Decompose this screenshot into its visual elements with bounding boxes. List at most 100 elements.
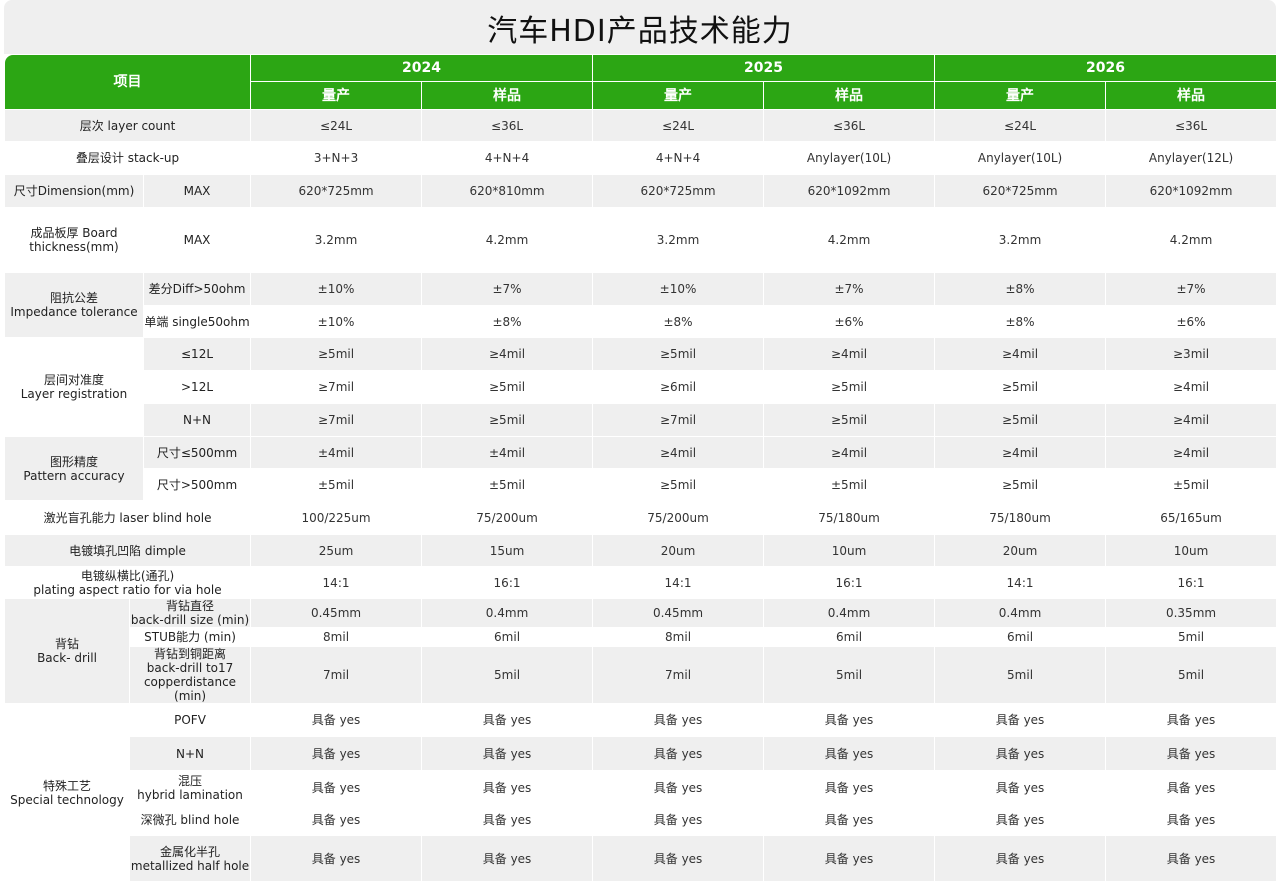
table-row: 阻抗公差 Impedance tolerance 差分Diff>50ohm ±10%…	[4, 272, 1278, 338]
value-cell: ±5mil	[1105, 468, 1278, 501]
value-cell: 0.45mm	[250, 598, 423, 628]
row-group-label: 阻抗公差 Impedance tolerance	[4, 272, 144, 338]
value-cell: ≥4mil	[1105, 436, 1278, 469]
value-cell: 具备 yes	[250, 736, 423, 771]
value-cell: 0.35mm	[1105, 598, 1278, 628]
table-row: N+N ≥7mil ≥5mil ≥7mil ≥5mil ≥5mil ≥4mil	[5, 403, 1278, 437]
value-cell: ≥4mil	[421, 337, 594, 371]
value-cell: 10um	[763, 534, 936, 567]
value-cell: 具备 yes	[1105, 770, 1278, 805]
value-cell: 0.4mm	[763, 598, 936, 628]
value-cell: 6mil	[934, 627, 1107, 647]
table-row: 特殊工艺 Special technology POFV 具备 yes 具备 yes 具…	[4, 703, 1278, 882]
value-cell: 5mil	[1105, 646, 1278, 704]
value-cell: 具备 yes	[421, 703, 594, 737]
value-cell: 具备 yes	[1105, 835, 1278, 882]
value-cell: ±8%	[934, 305, 1107, 338]
row-sublabel: >12L	[142, 370, 252, 404]
value-cell: 具备 yes	[421, 804, 594, 836]
value-cell: 100/225um	[250, 500, 423, 535]
value-cell: 具备 yes	[763, 770, 936, 805]
value-cell: 具备 yes	[763, 736, 936, 771]
table-row: 层次 layer count ≤24L ≤36L ≤24L ≤36L ≤24L ≤36L	[3, 109, 1278, 142]
value-cell: 0.4mm	[421, 598, 594, 628]
value-cell: Anylayer(12L)	[1105, 141, 1278, 175]
value-cell: 具备 yes	[250, 835, 423, 882]
value-cell: ≥5mil	[592, 468, 765, 501]
table-row: 深微孔 blind hole 具备 yes 具备 yes 具备 yes 具备 yes 具备…	[5, 804, 1278, 836]
header-item: 项目	[3, 54, 252, 110]
row-group-label: 背钻 Back- drill	[4, 598, 130, 704]
value-cell: 14:1	[934, 566, 1107, 599]
table-row: 尺寸Dimension(mm) MAX 620*725mm 620*810mm 620*…	[4, 174, 1278, 208]
value-cell: ±8%	[421, 305, 594, 338]
value-cell: ≤36L	[1105, 109, 1278, 142]
title-bar	[4, 0, 1276, 54]
value-cell: ≥5mil	[763, 370, 936, 404]
table-row: 混压 hybrid lamination 具备 yes 具备 yes 具备 yes 具备…	[5, 770, 1278, 805]
value-cell: ±5mil	[421, 468, 594, 501]
value-cell: 具备 yes	[763, 804, 936, 836]
value-cell: 8mil	[250, 627, 423, 647]
row-sublabel: 混压 hybrid lamination	[128, 770, 252, 805]
table-row: 电镀纵横比(通孔) plating aspect ratio for via h…	[3, 566, 1278, 599]
value-cell: 16:1	[763, 566, 936, 599]
value-cell: ±10%	[250, 272, 423, 306]
value-cell: 7mil	[592, 646, 765, 704]
row-sublabel: 背钻到铜距离 back-drill to17 copperdistance (m…	[128, 646, 252, 704]
header-sample: 样品	[421, 81, 594, 110]
value-cell: 具备 yes	[421, 736, 594, 771]
table-row: 层间对准度 Layer registration ≤12L ≥5mil ≥4mil ≥5…	[4, 337, 1278, 437]
value-cell: ≥5mil	[934, 468, 1107, 501]
row-sublabel: ≤12L	[142, 337, 252, 371]
value-cell: ±8%	[934, 272, 1107, 306]
table-row: 背钻到铜距离 back-drill to17 copperdistance (m…	[5, 646, 1278, 704]
value-cell: 具备 yes	[1105, 736, 1278, 771]
value-cell: ±4mil	[421, 436, 594, 469]
value-cell: 5mil	[763, 646, 936, 704]
row-group-label: 特殊工艺 Special technology	[4, 703, 130, 882]
value-cell: ≥5mil	[934, 403, 1107, 437]
value-cell: 具备 yes	[592, 835, 765, 882]
value-cell: 16:1	[421, 566, 594, 599]
row-group-label: 图形精度 Pattern accuracy	[4, 436, 144, 501]
value-cell: 具备 yes	[592, 804, 765, 836]
table-row: 单端 single50ohm ±10% ±8% ±8% ±6% ±8% ±6%	[5, 305, 1278, 338]
value-cell: 具备 yes	[934, 804, 1107, 836]
header-sample: 样品	[1105, 81, 1278, 110]
row-sublabel: 金属化半孔 metallized half hole	[128, 835, 252, 882]
value-cell: 具备 yes	[1105, 804, 1278, 836]
row-group-label: 尺寸Dimension(mm)	[4, 174, 144, 208]
value-cell: ±7%	[421, 272, 594, 306]
value-cell: ≥5mil	[421, 370, 594, 404]
value-cell: ±8%	[592, 305, 765, 338]
table-row: 叠层设计 stack-up 3+N+3 4+N+4 4+N+4 Anylayer(10L…	[3, 141, 1278, 175]
value-cell: 15um	[421, 534, 594, 567]
value-cell: 75/200um	[592, 500, 765, 535]
value-cell: 具备 yes	[250, 770, 423, 805]
row-sublabel: 差分Diff>50ohm	[142, 272, 252, 306]
value-cell: ≤24L	[250, 109, 423, 142]
value-cell: 620*810mm	[421, 174, 594, 208]
value-cell: 具备 yes	[763, 835, 936, 882]
row-label: 层次 layer count	[3, 109, 252, 142]
value-cell: 具备 yes	[934, 835, 1107, 882]
value-cell: 0.4mm	[934, 598, 1107, 628]
value-cell: 4+N+4	[421, 141, 594, 175]
page-title: 汽车HDI产品技术能力	[487, 14, 793, 49]
value-cell: ≥5mil	[421, 403, 594, 437]
table-row: 成品板厚 Board thickness(mm) MAX 3.2mm 4.2mm 3.2…	[4, 207, 1278, 273]
value-cell: ≥5mil	[763, 403, 936, 437]
value-cell: 具备 yes	[934, 703, 1107, 737]
row-sublabel: MAX	[142, 174, 252, 208]
value-cell: 20um	[592, 534, 765, 567]
value-cell: 620*1092mm	[763, 174, 936, 208]
row-label: 电镀纵横比(通孔) plating aspect ratio for via h…	[3, 566, 252, 599]
value-cell: 620*725mm	[592, 174, 765, 208]
value-cell: ±5mil	[763, 468, 936, 501]
row-sublabel: N+N	[128, 736, 252, 771]
value-cell: ±6%	[763, 305, 936, 338]
value-cell: 10um	[1105, 534, 1278, 567]
value-cell: 3+N+3	[250, 141, 423, 175]
value-cell: 5mil	[421, 646, 594, 704]
